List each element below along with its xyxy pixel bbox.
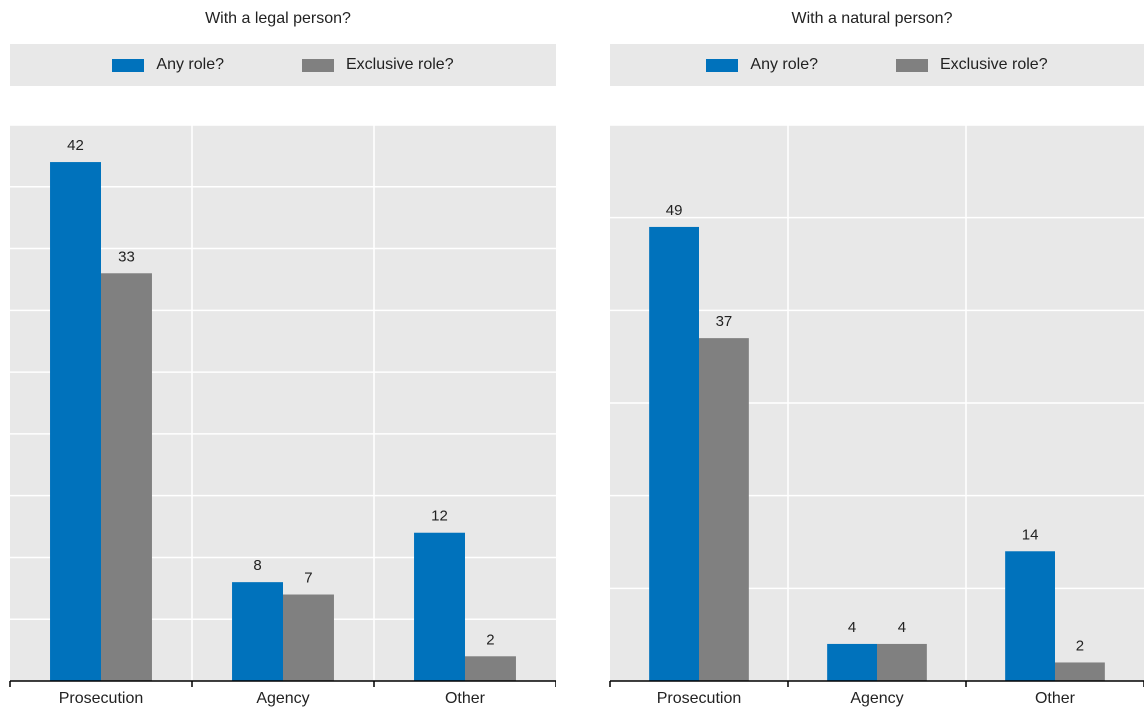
- data-label: 49: [666, 202, 683, 219]
- legend-swatch-any-role: [112, 58, 145, 72]
- data-label: 14: [1022, 526, 1039, 543]
- legend-item-exclusive-role: Exclusive role?: [895, 56, 1048, 74]
- bar-exclusive-role: [1055, 662, 1105, 681]
- x-tick-label: Prosecution: [657, 690, 742, 707]
- legend-item-any-role: Any role?: [706, 56, 818, 74]
- bar-any-role: [1005, 551, 1055, 681]
- legend-item-any-role: Any role?: [112, 56, 224, 74]
- bar-chart-legal-person: 42 33 Prosecution 8 7 Agency 12 2 Other: [9, 124, 556, 707]
- data-label: 33: [118, 248, 135, 265]
- x-tick-label: Agency: [850, 690, 903, 707]
- chart-title: With a natural person?: [791, 10, 953, 27]
- data-label: 2: [1076, 637, 1084, 654]
- legend-label-exclusive-role: Exclusive role?: [939, 56, 1048, 73]
- chart-panel-natural-person: With a natural person? Any role? Exclusi…: [600, 0, 1144, 709]
- bar-any-role: [414, 532, 465, 681]
- legend-label-exclusive-role: Exclusive role?: [345, 56, 454, 73]
- bar-any-role: [827, 643, 877, 681]
- x-tick-label: Prosecution: [59, 690, 144, 707]
- data-label: 4: [898, 619, 906, 636]
- data-label: 7: [304, 570, 312, 587]
- legend-label-any-role: Any role?: [750, 56, 818, 73]
- chart-panel-legal-person: With a legal person? Any role? Exclusive…: [0, 0, 556, 709]
- bar-exclusive-role: [465, 656, 516, 681]
- legend-item-exclusive-role: Exclusive role?: [301, 56, 454, 74]
- chart-legend: Any role? Exclusive role?: [610, 44, 1144, 86]
- data-label: 8: [253, 557, 261, 574]
- bar-exclusive-role: [101, 273, 152, 681]
- bar-any-role: [232, 582, 283, 681]
- bar-exclusive-role: [283, 594, 334, 681]
- legend-label-any-role: Any role?: [156, 56, 224, 73]
- data-label: 37: [716, 313, 733, 330]
- data-label: 42: [67, 137, 84, 154]
- legend-swatch-exclusive-role: [895, 58, 928, 72]
- bar-any-role: [50, 162, 101, 682]
- chart-legend: Any role? Exclusive role?: [10, 44, 556, 86]
- data-label: 12: [431, 508, 448, 525]
- bar-any-role: [649, 226, 699, 681]
- bar-chart-natural-person: 49 37 Prosecution 4 4 Agency 14 2 Other: [609, 124, 1144, 707]
- chart-title: With a legal person?: [205, 10, 351, 27]
- legend-swatch-exclusive-role: [301, 58, 334, 72]
- x-tick-label: Agency: [256, 690, 309, 707]
- data-label: 2: [486, 631, 494, 648]
- x-tick-label: Other: [445, 690, 486, 707]
- x-tick-label: Other: [1035, 690, 1076, 707]
- bar-exclusive-role: [699, 338, 749, 681]
- bar-exclusive-role: [877, 643, 927, 681]
- legend-swatch-any-role: [706, 58, 739, 72]
- data-label: 4: [848, 619, 856, 636]
